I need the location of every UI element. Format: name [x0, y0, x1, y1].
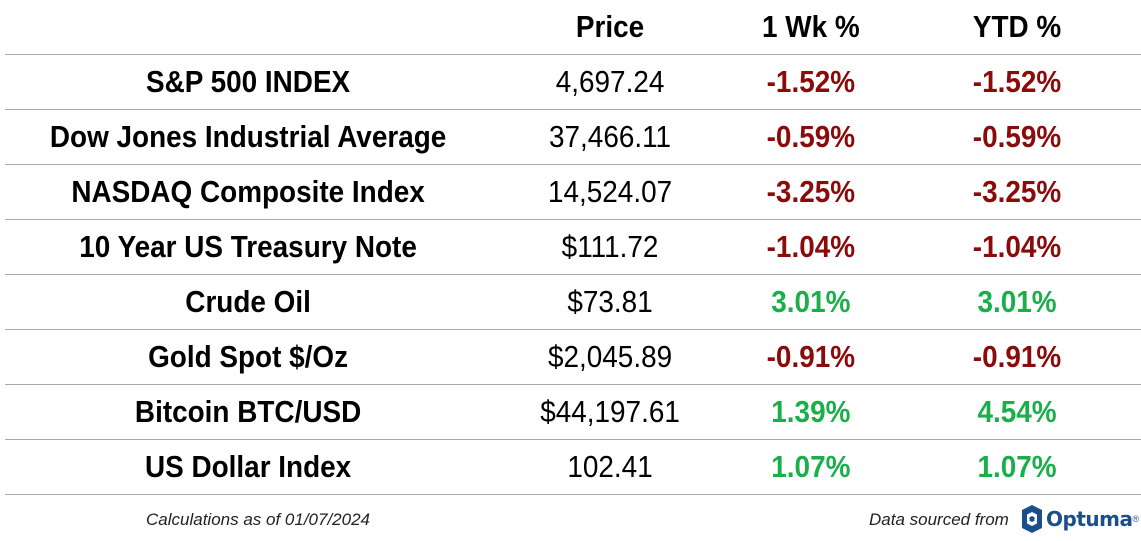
row-1wk: -1.52% — [766, 64, 856, 99]
row-ytd: -0.91% — [972, 339, 1062, 374]
row-ytd: -1.52% — [972, 64, 1062, 99]
header-price: Price — [576, 9, 645, 44]
table-row: Gold Spot $/Oz $2,045.89 -0.91% -0.91% — [5, 330, 1141, 385]
row-1wk: 1.39% — [771, 394, 851, 429]
optuma-logo-text: Optuma — [1046, 507, 1133, 531]
row-1wk: 3.01% — [771, 284, 851, 319]
table-row: US Dollar Index 102.41 1.07% 1.07% — [5, 440, 1141, 495]
row-ytd: -3.25% — [972, 174, 1062, 209]
row-ytd: 4.54% — [977, 394, 1057, 429]
row-name: Gold Spot $/Oz — [148, 339, 349, 374]
row-1wk: -0.91% — [766, 339, 856, 374]
row-ytd: -1.04% — [972, 229, 1062, 264]
row-ytd: 1.07% — [977, 449, 1057, 484]
data-source-note: Data sourced from — [869, 510, 1009, 529]
row-price: 14,524.07 — [548, 174, 673, 209]
table-row: Dow Jones Industrial Average 37,466.11 -… — [5, 110, 1141, 165]
row-price: 37,466.11 — [549, 119, 672, 154]
row-name: Dow Jones Industrial Average — [49, 119, 447, 154]
row-name: Bitcoin BTC/USD — [134, 394, 362, 429]
table-row: Crude Oil $73.81 3.01% 3.01% — [5, 275, 1141, 330]
row-price: $73.81 — [567, 284, 653, 319]
optuma-logo: Optuma ® — [1020, 503, 1139, 535]
row-price: $44,197.61 — [540, 394, 681, 429]
table-row: 10 Year US Treasury Note $111.72 -1.04% … — [5, 220, 1141, 275]
row-1wk: -3.25% — [766, 174, 856, 209]
row-name: S&P 500 INDEX — [145, 64, 351, 99]
row-price: 4,697.24 — [555, 64, 665, 99]
row-price: 102.41 — [567, 449, 653, 484]
registered-mark: ® — [1132, 514, 1140, 524]
table-row: Bitcoin BTC/USD $44,197.61 1.39% 4.54% — [5, 385, 1141, 440]
row-price: $111.72 — [561, 229, 659, 264]
row-ytd: -0.59% — [972, 119, 1062, 154]
row-1wk: -0.59% — [766, 119, 856, 154]
market-summary-table: Price 1 Wk % YTD % S&P 500 INDEX 4,697.2… — [5, 0, 1141, 495]
header-ytd: YTD % — [972, 9, 1062, 44]
optuma-logo-icon — [1022, 505, 1042, 533]
row-1wk: 1.07% — [771, 449, 851, 484]
table-row: S&P 500 INDEX 4,697.24 -1.52% -1.52% — [5, 55, 1141, 110]
row-price: $2,045.89 — [548, 339, 673, 374]
header-1wk: 1 Wk % — [762, 9, 860, 44]
row-name: Crude Oil — [185, 284, 311, 319]
row-name: NASDAQ Composite Index — [71, 174, 425, 209]
row-ytd: 3.01% — [977, 284, 1057, 319]
table-row: NASDAQ Composite Index 14,524.07 -3.25% … — [5, 165, 1141, 220]
row-name: US Dollar Index — [144, 449, 352, 484]
calculation-date-note: Calculations as of 01/07/2024 — [146, 510, 370, 529]
table-header-row: Price 1 Wk % YTD % — [5, 0, 1141, 55]
row-1wk: -1.04% — [766, 229, 856, 264]
row-name: 10 Year US Treasury Note — [79, 229, 417, 264]
